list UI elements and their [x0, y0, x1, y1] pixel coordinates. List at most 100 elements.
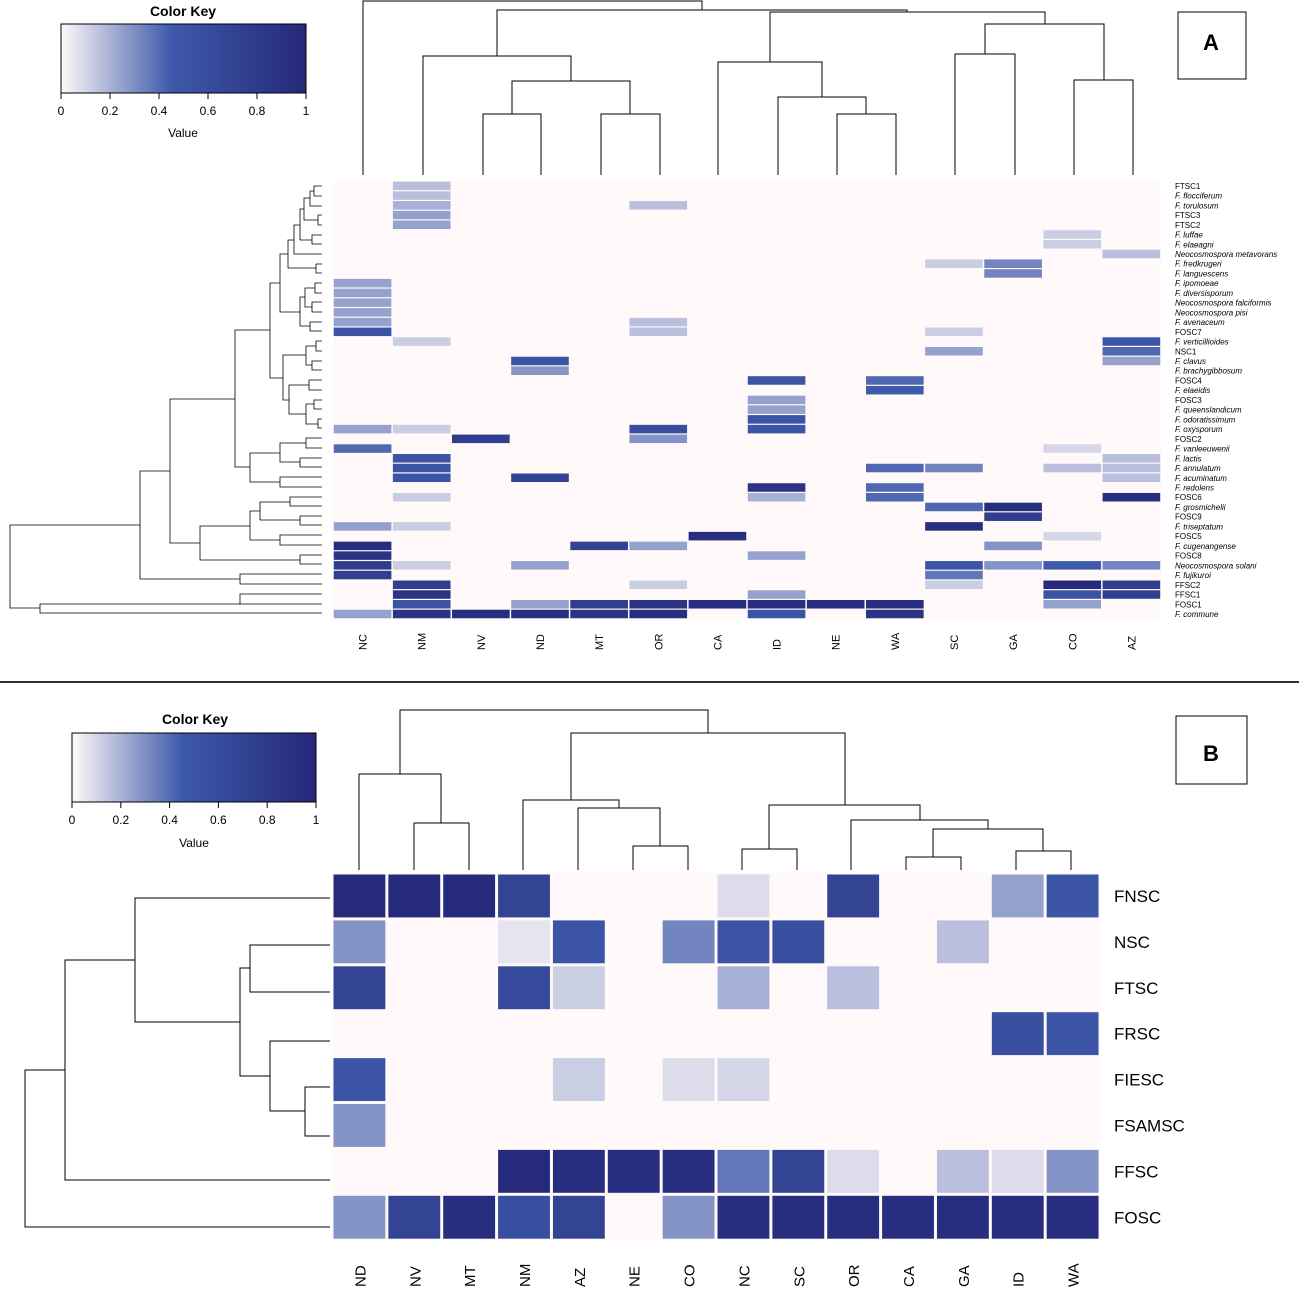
heatmap-cell [1102, 366, 1161, 375]
heatmap-cell [806, 220, 865, 230]
heatmap-cell [866, 405, 924, 414]
heatmap-cell [882, 1149, 934, 1193]
heatmap-cell [688, 454, 747, 463]
heatmap-cell [1102, 522, 1161, 531]
heatmap-cell [629, 249, 688, 259]
heatmap-cell [511, 590, 569, 599]
heatmap-cell [629, 415, 688, 424]
heatmap-cell [392, 599, 451, 609]
heatmap-cell [629, 522, 688, 531]
heatmap-cell [925, 444, 983, 453]
heatmap-cell [925, 210, 983, 220]
color-key-a: Color Key 0 0.2 0.4 0.6 0.8 1 Value [58, 3, 310, 140]
heatmap-cell [991, 1195, 1044, 1239]
heatmap-cell [452, 395, 510, 405]
column-label-nv: NV [407, 1266, 424, 1287]
heatmap-cell [984, 376, 1042, 385]
heatmap-cell [806, 405, 865, 414]
heatmap-cell [806, 551, 865, 560]
heatmap-cell [333, 181, 392, 191]
heatmap-cell [806, 590, 865, 599]
row-label-nsc: NSC [1114, 933, 1150, 952]
color-key-tick-label: 0.8 [259, 813, 276, 827]
heatmap-cell [925, 298, 983, 307]
heatmap-cell [717, 1104, 770, 1147]
color-key-xlabel: Value [168, 126, 198, 140]
row-label-f-elaeagni: F. elaeagni [1175, 240, 1214, 249]
heatmap-cell [991, 874, 1044, 918]
heatmap-cell [333, 609, 392, 619]
heatmap-cell [866, 269, 924, 278]
heatmap-cell [570, 210, 628, 220]
heatmap-cell [866, 502, 924, 512]
heatmap-cell [511, 210, 569, 220]
heatmap-cell [866, 181, 924, 191]
heatmap-cell [866, 512, 924, 521]
heatmap-cell [333, 1104, 386, 1147]
heatmap-cell [662, 1012, 715, 1056]
heatmap-cell [688, 385, 747, 395]
heatmap-cell [1043, 522, 1102, 531]
heatmap-cell [1102, 492, 1161, 502]
heatmap-cell [866, 570, 924, 580]
heatmap-cell [452, 609, 510, 619]
heatmap-cell [925, 249, 983, 259]
heatmap-cell [866, 473, 924, 483]
heatmap-cell [717, 1195, 770, 1239]
heatmap-cell [511, 492, 569, 502]
heatmap-cell [1043, 337, 1102, 346]
heatmap-cell [452, 541, 510, 551]
heatmap-cell [866, 337, 924, 346]
heatmap-cell [984, 590, 1042, 599]
heatmap-cell [688, 230, 747, 239]
color-key-ticks: 0 0.2 0.4 0.6 0.8 1 [69, 802, 320, 827]
heatmap-cell [866, 434, 924, 444]
heatmap-cell [498, 1012, 550, 1056]
row-label-ftsc2: FTSC2 [1175, 221, 1201, 230]
heatmap-cell [688, 220, 747, 230]
heatmap-cell [511, 551, 569, 560]
heatmap-cell [747, 463, 806, 473]
heatmap-cell [688, 201, 747, 210]
heatmap-cell [984, 551, 1042, 560]
heatmap-cell [747, 531, 806, 541]
heatmap-cell [688, 259, 747, 268]
row-label-ffsc2: FFSC2 [1175, 581, 1201, 590]
color-key-bar [60, 23, 307, 94]
heatmap-cell [925, 181, 983, 191]
heatmap-cell [570, 317, 628, 327]
heatmap-cell [443, 1058, 496, 1101]
heatmap-cell [1102, 269, 1161, 278]
heatmap-cell [388, 874, 441, 918]
heatmap-cell [747, 444, 806, 453]
heatmap-cell [747, 317, 806, 327]
heatmap-cell [629, 317, 688, 327]
heatmap-cell [452, 230, 510, 239]
heatmap-cell [511, 580, 569, 590]
heatmap-cell [570, 590, 628, 599]
heatmap-cell [866, 308, 924, 317]
heatmap-cell [570, 239, 628, 249]
heatmap-cell [333, 492, 392, 502]
heatmap-cell [925, 454, 983, 463]
heatmap-cell [747, 492, 806, 502]
heatmap-cell [1043, 259, 1102, 268]
heatmap-cell [925, 424, 983, 434]
heatmap-cell [984, 444, 1042, 453]
heatmap-cell [1102, 463, 1161, 473]
heatmap-cell [392, 259, 451, 268]
heatmap-cell [772, 874, 825, 918]
heatmap-cell [1046, 1012, 1099, 1056]
heatmap-cell [688, 502, 747, 512]
heatmap-cell [806, 395, 865, 405]
heatmap-cell [511, 278, 569, 288]
heatmap-cell [866, 298, 924, 307]
heatmap-cell [806, 191, 865, 200]
heatmap-cell [452, 278, 510, 288]
heatmap-cell [806, 201, 865, 210]
heatmap-cell [452, 502, 510, 512]
heatmap-cell [333, 424, 392, 434]
heatmap-cell [629, 463, 688, 473]
heatmap-cell [827, 874, 880, 918]
heatmap-cell [747, 356, 806, 366]
